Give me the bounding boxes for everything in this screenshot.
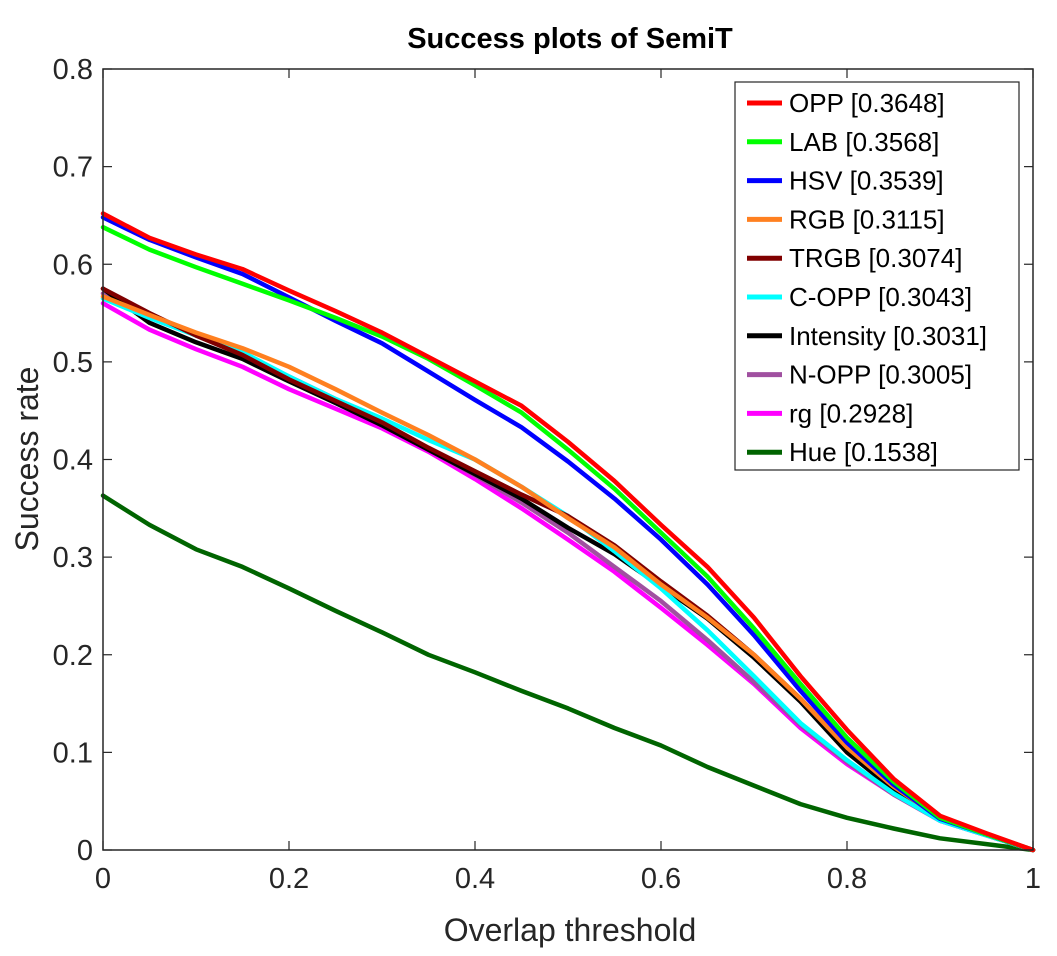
series-line-3 (100, 215, 1036, 853)
y-axis-label: Success rate (9, 367, 45, 552)
x-tick-label: 1 (1025, 863, 1041, 895)
y-tick-label: 0 (77, 835, 93, 867)
legend-items: OPP [0.3648] LAB [0.3568] HSV [0.3539] RGB … (747, 88, 987, 467)
legend-label: Intensity [0.3031] (789, 321, 987, 351)
series-line-7 (100, 286, 1036, 853)
x-tick-label: 0.6 (641, 863, 681, 895)
y-tick-label: 0.2 (53, 640, 93, 672)
x-axis-label: Overlap threshold (444, 912, 697, 948)
x-tick-label: 0.8 (827, 863, 867, 895)
legend-box (734, 81, 1020, 471)
legend-label: LAB [0.3568] (789, 127, 939, 157)
legend-label: C-OPP [0.3043] (789, 282, 972, 312)
x-tick-label: 0.2 (269, 863, 309, 895)
legend-label: RGB [0.3115] (789, 204, 945, 234)
y-axis-ticks: 0 0.1 0.2 0.3 0.4 0.5 0.6 0.7 0.8 (53, 54, 1033, 867)
legend-label: N-OPP [0.3005] (789, 360, 972, 390)
legend-label: rg [0.2928] (789, 398, 913, 428)
y-tick-label: 0.8 (53, 54, 93, 86)
x-tick-label: 0 (95, 863, 111, 895)
y-tick-label: 0.4 (53, 445, 93, 477)
series-line-2 (100, 224, 1036, 853)
y-tick-label: 0.1 (53, 737, 93, 769)
series-line-10 (100, 493, 1036, 853)
chart-title: Success plots of SemiT (407, 23, 733, 55)
legend-label: TRGB [0.3074] (789, 243, 962, 273)
x-axis-ticks: 0 0.2 0.4 0.6 0.8 1 (95, 69, 1041, 895)
legend: OPP [0.3648] LAB [0.3568] HSV [0.3539] RGB … (734, 81, 1020, 471)
y-tick-label: 0.7 (53, 152, 93, 184)
legend-label: OPP [0.3648] (789, 88, 945, 118)
legend-label: HSV [0.3539] (789, 166, 944, 196)
y-tick-label: 0.6 (53, 249, 93, 281)
legend-label: Hue [0.1538] (789, 437, 938, 467)
series-line-1 (100, 211, 1036, 853)
x-tick-label: 0.4 (455, 863, 495, 895)
y-tick-label: 0.3 (53, 542, 93, 574)
y-tick-label: 0.5 (53, 347, 93, 379)
series-layer (100, 211, 1036, 853)
